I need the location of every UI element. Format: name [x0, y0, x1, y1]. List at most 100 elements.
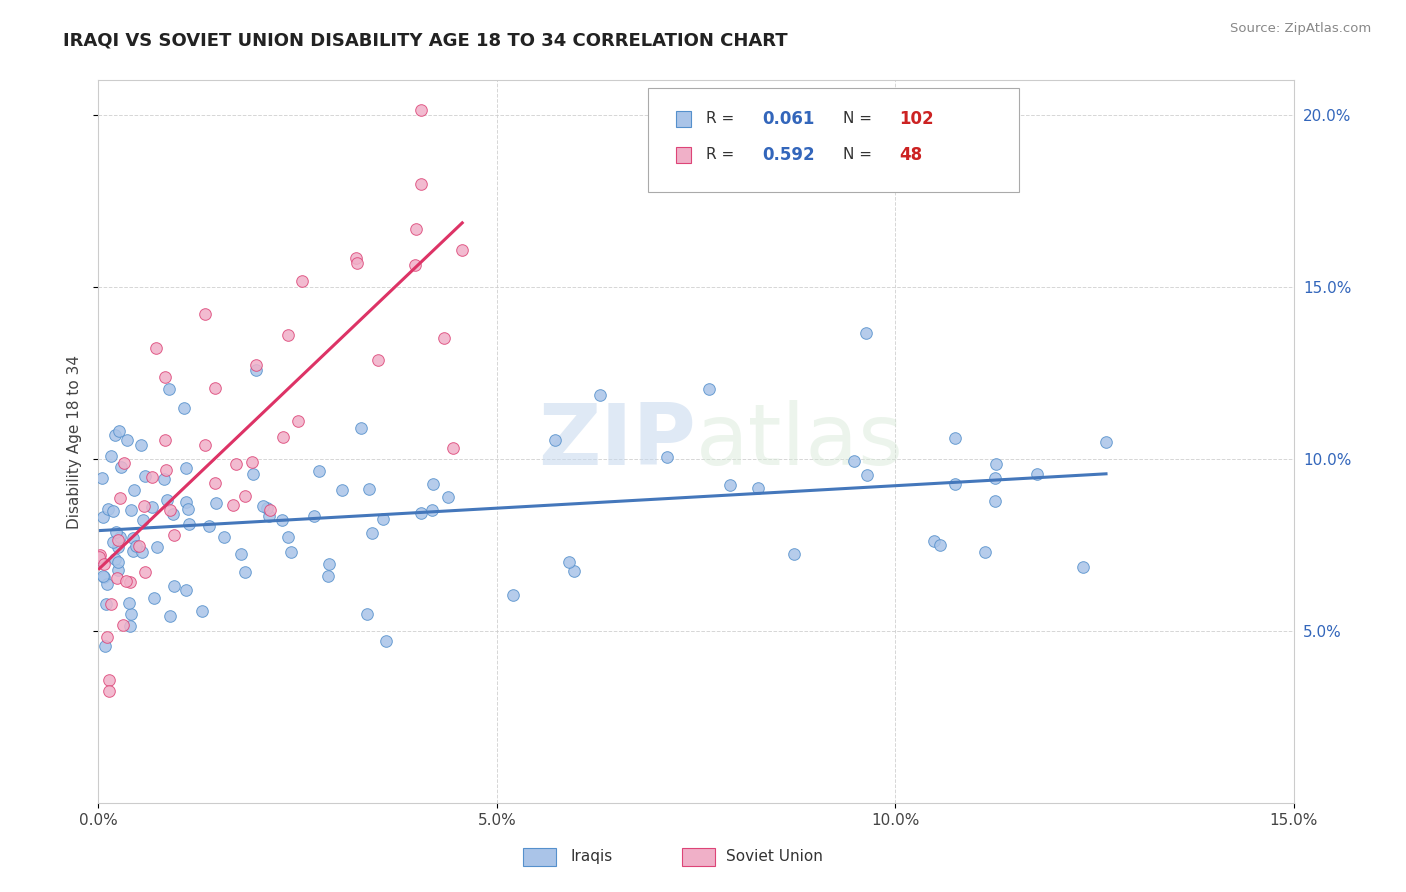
Point: [101, 504, 124, 518]
Point: [409, 506, 432, 520]
Point: [194, 438, 217, 452]
Point: [502, 588, 524, 602]
Point: [91, 569, 114, 583]
Point: [152, 472, 174, 486]
Point: [277, 328, 299, 343]
Point: [291, 274, 314, 288]
Point: [115, 433, 138, 447]
Y-axis label: Disability Age 18 to 34: Disability Age 18 to 34: [67, 354, 83, 529]
Point: [436, 490, 458, 504]
Point: [271, 430, 294, 444]
Point: [108, 491, 131, 505]
Point: [235, 490, 257, 504]
Point: [122, 543, 145, 558]
Point: [589, 387, 612, 401]
Point: [101, 534, 124, 549]
Point: [271, 513, 294, 527]
Point: [128, 539, 150, 553]
Point: [562, 565, 585, 579]
Point: [153, 370, 176, 384]
Point: [1071, 560, 1094, 574]
Point: [330, 483, 353, 497]
Point: [89, 548, 111, 562]
Point: [204, 381, 226, 395]
Text: N =: N =: [844, 147, 877, 162]
Point: [96, 630, 118, 644]
Point: [129, 438, 152, 452]
Point: [141, 469, 163, 483]
Point: [984, 457, 1007, 471]
Point: [114, 574, 136, 588]
Point: [97, 501, 120, 516]
Point: [110, 459, 132, 474]
Point: [357, 482, 380, 496]
Point: [783, 547, 806, 561]
Text: Iraqis: Iraqis: [571, 849, 613, 864]
FancyBboxPatch shape: [523, 847, 557, 866]
Point: [316, 569, 339, 583]
Point: [112, 618, 135, 632]
Point: [134, 565, 156, 579]
Point: [974, 545, 997, 559]
Point: [122, 483, 145, 497]
Point: [132, 513, 155, 527]
Point: [302, 508, 325, 523]
Point: [163, 579, 186, 593]
Point: [277, 530, 299, 544]
Point: [204, 476, 226, 491]
Point: [173, 401, 195, 415]
Point: [856, 468, 879, 483]
Point: [107, 540, 129, 554]
Point: [162, 507, 184, 521]
Point: [120, 607, 142, 621]
Point: [107, 533, 129, 548]
FancyBboxPatch shape: [682, 847, 716, 866]
Point: [159, 608, 181, 623]
Point: [422, 477, 444, 491]
Point: [252, 500, 274, 514]
Point: [245, 358, 267, 372]
Point: [100, 450, 122, 464]
Point: [557, 555, 579, 569]
Point: [163, 528, 186, 542]
Point: [222, 498, 245, 512]
Point: [747, 481, 769, 495]
Point: [91, 509, 114, 524]
Point: [93, 570, 115, 584]
Point: [922, 533, 945, 548]
Point: [107, 555, 129, 569]
Point: [157, 383, 180, 397]
Point: [100, 597, 122, 611]
Point: [375, 633, 398, 648]
Point: [225, 457, 247, 471]
Point: [177, 517, 200, 532]
Point: [156, 493, 179, 508]
Text: 0.061: 0.061: [762, 110, 814, 128]
FancyBboxPatch shape: [676, 111, 692, 127]
Point: [1026, 467, 1049, 481]
Point: [191, 604, 214, 618]
Point: [544, 433, 567, 447]
Point: [259, 503, 281, 517]
Point: [132, 499, 155, 513]
Point: [240, 455, 263, 469]
Point: [112, 456, 135, 470]
Point: [356, 607, 378, 622]
Point: [405, 222, 427, 236]
Point: [118, 574, 141, 589]
Point: [257, 508, 280, 523]
Point: [118, 596, 141, 610]
Point: [155, 463, 177, 477]
FancyBboxPatch shape: [648, 87, 1019, 193]
Point: [718, 477, 741, 491]
Point: [256, 500, 278, 515]
Point: [177, 501, 200, 516]
Point: [125, 539, 148, 553]
Point: [107, 563, 129, 577]
Point: [134, 468, 156, 483]
Point: [371, 512, 394, 526]
Point: [367, 353, 389, 368]
Point: [943, 431, 966, 445]
Text: 48: 48: [900, 145, 922, 164]
Point: [280, 545, 302, 559]
